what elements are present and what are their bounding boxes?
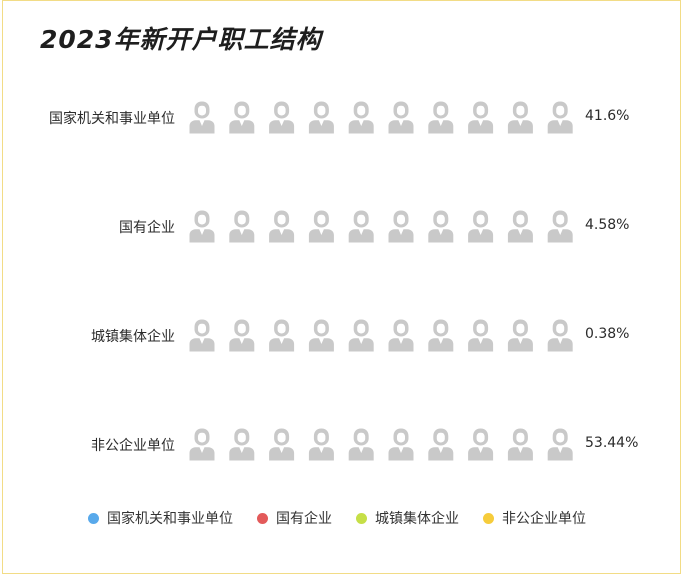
pictogram-row — [189, 428, 573, 461]
person-icon — [229, 428, 255, 461]
chart-title: 2023年新开户职工结构 — [40, 25, 322, 54]
pictogram-row — [189, 319, 573, 352]
legend-item: 国家机关和事业单位 — [88, 508, 233, 528]
person-icon — [308, 210, 334, 243]
pictogram-row — [189, 101, 573, 134]
person-icon — [229, 101, 255, 134]
legend-label: 城镇集体企业 — [375, 511, 459, 527]
value-label: 41.6% — [585, 108, 630, 124]
person-icon — [468, 428, 494, 461]
person-icon — [308, 319, 334, 352]
value-label: 0.38% — [585, 326, 630, 342]
person-icon — [428, 319, 454, 352]
person-icon — [189, 319, 215, 352]
row-label: 国家机关和事业单位 — [49, 111, 175, 127]
person-icon — [189, 428, 215, 461]
person-icon — [468, 319, 494, 352]
legend-item: 非公企业单位 — [483, 508, 586, 528]
row-label: 城镇集体企业 — [91, 329, 175, 345]
legend-item: 国有企业 — [257, 508, 332, 528]
person-icon — [547, 319, 573, 352]
person-icon — [547, 428, 573, 461]
legend-label: 国有企业 — [276, 511, 332, 527]
person-icon — [308, 428, 334, 461]
person-icon — [388, 319, 414, 352]
legend-dot-icon — [88, 512, 99, 524]
person-icon — [388, 428, 414, 461]
person-icon — [189, 210, 215, 243]
person-icon — [189, 101, 215, 134]
person-icon — [269, 319, 295, 352]
person-icon — [507, 101, 533, 134]
person-icon — [428, 210, 454, 243]
legend-label: 国家机关和事业单位 — [107, 511, 233, 527]
person-icon — [428, 101, 454, 134]
row-label: 国有企业 — [119, 220, 175, 236]
person-icon — [507, 319, 533, 352]
person-icon — [229, 319, 255, 352]
person-icon — [269, 210, 295, 243]
person-icon — [348, 101, 374, 134]
chart-legend: 国家机关和事业单位 国有企业 城镇集体企业 非公企业单位 — [88, 509, 610, 527]
pictogram-row — [189, 210, 573, 243]
legend-dot-icon — [483, 512, 494, 524]
legend-dot-icon — [356, 512, 367, 524]
person-icon — [348, 210, 374, 243]
person-icon — [269, 101, 295, 134]
legend-label: 非公企业单位 — [502, 511, 586, 527]
value-label: 4.58% — [585, 217, 630, 233]
person-icon — [547, 101, 573, 134]
person-icon — [269, 428, 295, 461]
person-icon — [388, 210, 414, 243]
person-icon — [507, 210, 533, 243]
person-icon — [348, 428, 374, 461]
person-icon — [547, 210, 573, 243]
person-icon — [428, 428, 454, 461]
person-icon — [229, 210, 255, 243]
value-label: 53.44% — [585, 435, 639, 451]
person-icon — [348, 319, 374, 352]
legend-item: 城镇集体企业 — [356, 508, 459, 528]
person-icon — [308, 101, 334, 134]
person-icon — [468, 101, 494, 134]
legend-dot-icon — [257, 512, 268, 524]
person-icon — [468, 210, 494, 243]
row-label: 非公企业单位 — [91, 438, 175, 454]
person-icon — [388, 101, 414, 134]
person-icon — [507, 428, 533, 461]
